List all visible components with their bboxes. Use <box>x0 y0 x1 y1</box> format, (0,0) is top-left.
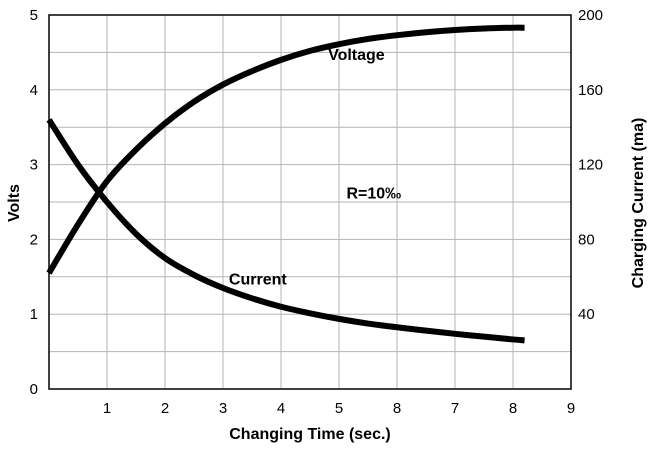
y-right-tick-label: 160 <box>578 82 603 99</box>
x-axis-title: Changing Time (sec.) <box>229 426 391 443</box>
x-tick-label: 8 <box>509 400 517 417</box>
x-tick-label: 4 <box>277 400 285 417</box>
x-tick-label: 7 <box>451 400 459 417</box>
x-tick-label: 9 <box>567 400 575 417</box>
x-tick-label: 8 <box>393 400 401 417</box>
series-line-voltage <box>46 24 525 275</box>
y-left-tick-label: 0 <box>30 381 38 398</box>
annotations: Voltage Current R=10‰ <box>229 47 401 288</box>
annotation-label: Current <box>229 271 287 288</box>
series <box>46 24 525 344</box>
y-right-tick-label: 120 <box>578 157 603 174</box>
y-left-tick-label: 4 <box>30 82 38 99</box>
x-tick-label: 3 <box>219 400 227 417</box>
x-tick-label: 2 <box>161 400 169 417</box>
x-tick-label: 1 <box>103 400 111 417</box>
annotation-label: R=10‰ <box>346 185 401 202</box>
tick-labels: 1 2 3 4 5 8 7 8 9 0 1 2 3 4 5 40 80 120 160 200 <box>30 7 603 417</box>
y-left-tick-label: 5 <box>30 7 38 24</box>
y-left-axis-title: Volts <box>6 184 23 222</box>
y-right-tick-label: 200 <box>578 7 603 24</box>
grid <box>49 15 571 389</box>
y-right-tick-label: 40 <box>578 306 595 323</box>
series-line-current <box>46 118 525 344</box>
y-right-axis-title: Charging Current (ma) <box>630 118 647 289</box>
plot-frame <box>48 14 572 390</box>
y-left-tick-label: 3 <box>30 157 38 174</box>
annotation-label: Voltage <box>328 47 385 64</box>
y-right-tick-label: 80 <box>578 231 595 248</box>
y-left-tick-label: 2 <box>30 231 38 248</box>
y-left-tick-label: 1 <box>30 306 38 323</box>
x-tick-label: 5 <box>335 400 343 417</box>
